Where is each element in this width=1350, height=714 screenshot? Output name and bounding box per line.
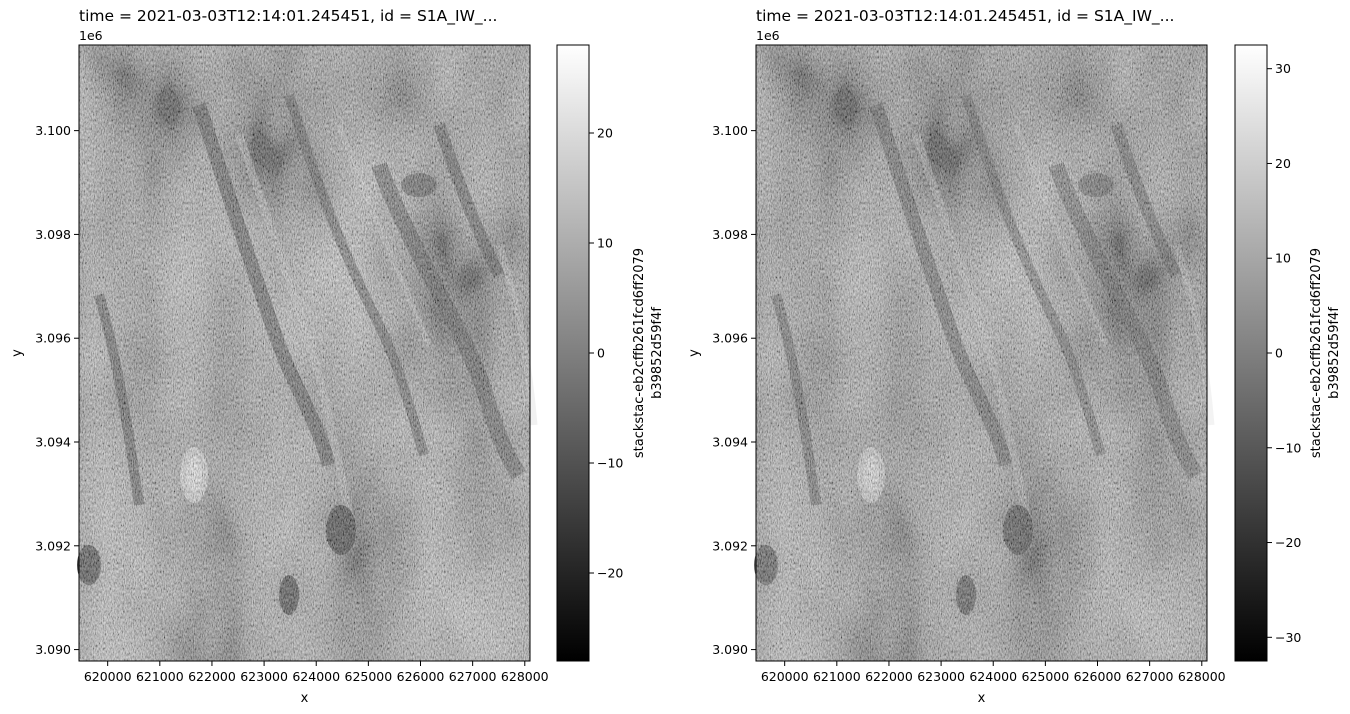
x-tick-label: 628000 — [1178, 669, 1226, 684]
y-tick-label: 3.096 — [712, 331, 748, 346]
y-tick-label: 3.092 — [712, 538, 748, 553]
y-tick-label: 3.094 — [35, 435, 71, 450]
colorbar-tick-label: −30 — [1275, 630, 1301, 645]
y-tick-label: 3.098 — [35, 227, 71, 242]
panel-1-image — [77, 45, 534, 661]
colorbar-tick-label: 0 — [1275, 346, 1283, 361]
colorbar-tick-label: −10 — [597, 456, 623, 471]
y-tick-label: 3.100 — [712, 123, 748, 138]
panel-1-frame — [78, 44, 531, 662]
y-tick-label: 3.090 — [712, 642, 748, 657]
x-tick-label: 622000 — [865, 669, 913, 684]
x-tick-label: 626000 — [1074, 669, 1122, 684]
panel-2-colorbar — [1234, 44, 1268, 662]
panel-2-image — [754, 45, 1211, 661]
colorbar-tick-label: 10 — [1275, 251, 1291, 266]
x-tick-label: 625000 — [345, 669, 393, 684]
panel-1-x-ticks: 620000 621000 622000 623000 624000 625000 6260… — [84, 661, 549, 684]
colorbar-tick-label: 0 — [597, 346, 605, 361]
panel-1-title: time = 2021-03-03T12:14:01.245451, id = … — [79, 7, 497, 26]
panel-1-colorbar-label-2: b39852d59f4f — [650, 307, 665, 399]
panel-1-x-label: x — [301, 691, 309, 706]
panel-2-title: time = 2021-03-03T12:14:01.245451, id = … — [756, 7, 1174, 26]
panel-2-colorbar-label-1: stackstac-eb2cffb261fcd6ff2079 — [1309, 248, 1324, 458]
y-tick-label: 3.094 — [712, 435, 748, 450]
x-tick-label: 621000 — [813, 669, 861, 684]
panel-1-y-ticks: 3.090 3.092 3.094 3.096 3.098 3.100 — [35, 123, 79, 657]
panel-1-colorbar — [556, 44, 590, 662]
panel-2-x-ticks: 620000 621000 622000 623000 624000 625000 6260… — [761, 661, 1226, 684]
x-tick-label: 627000 — [449, 669, 497, 684]
x-tick-label: 622000 — [188, 669, 236, 684]
y-tick-label: 3.098 — [712, 227, 748, 242]
x-tick-label: 626000 — [397, 669, 445, 684]
x-tick-label: 623000 — [917, 669, 965, 684]
panel-2-y-label: y — [687, 349, 702, 357]
colorbar-tick-label: 20 — [1275, 156, 1291, 171]
panel-2-y-offset: 1e6 — [756, 28, 780, 43]
panel-2-colorbar-label-2: b39852d59f4f — [1327, 307, 1342, 399]
x-tick-label: 628000 — [501, 669, 549, 684]
x-tick-label: 624000 — [969, 669, 1017, 684]
y-tick-label: 3.100 — [35, 123, 71, 138]
x-tick-label: 623000 — [240, 669, 288, 684]
colorbar-tick-label: 10 — [597, 236, 613, 251]
x-tick-label: 625000 — [1022, 669, 1070, 684]
colorbar-tick-label: 20 — [597, 126, 613, 141]
x-tick-label: 620000 — [761, 669, 809, 684]
x-tick-label: 624000 — [292, 669, 340, 684]
y-tick-label: 3.090 — [35, 642, 71, 657]
panel-1-y-offset: 1e6 — [79, 28, 103, 43]
y-tick-label: 3.092 — [35, 538, 71, 553]
y-tick-label: 3.096 — [35, 331, 71, 346]
colorbar-tick-label: −20 — [1275, 535, 1301, 550]
panel-2-y-ticks: 3.090 3.092 3.094 3.096 3.098 3.100 — [712, 123, 756, 657]
panel-1-colorbar-ticks: −20 −10 0 10 20 — [589, 126, 623, 581]
panel-2-colorbar-ticks: −30 −20 −10 0 10 20 30 — [1267, 61, 1301, 645]
panel-1: time = 2021-03-03T12:14:01.245451, id = … — [10, 7, 665, 706]
x-tick-label: 620000 — [84, 669, 132, 684]
panel-2-x-label: x — [978, 691, 986, 706]
panel-2: time = 2021-03-03T12:14:01.245451, id = … — [687, 7, 1342, 706]
x-tick-label: 621000 — [136, 669, 184, 684]
panel-1-colorbar-label-1: stackstac-eb2cffb261fcd6ff2079 — [632, 248, 647, 458]
colorbar-tick-label: 30 — [1275, 61, 1291, 76]
panel-1-y-label: y — [10, 349, 25, 357]
colorbar-tick-label: −20 — [597, 566, 623, 581]
panel-2-frame — [755, 44, 1208, 662]
colorbar-tick-label: −10 — [1275, 440, 1301, 455]
x-tick-label: 627000 — [1126, 669, 1174, 684]
